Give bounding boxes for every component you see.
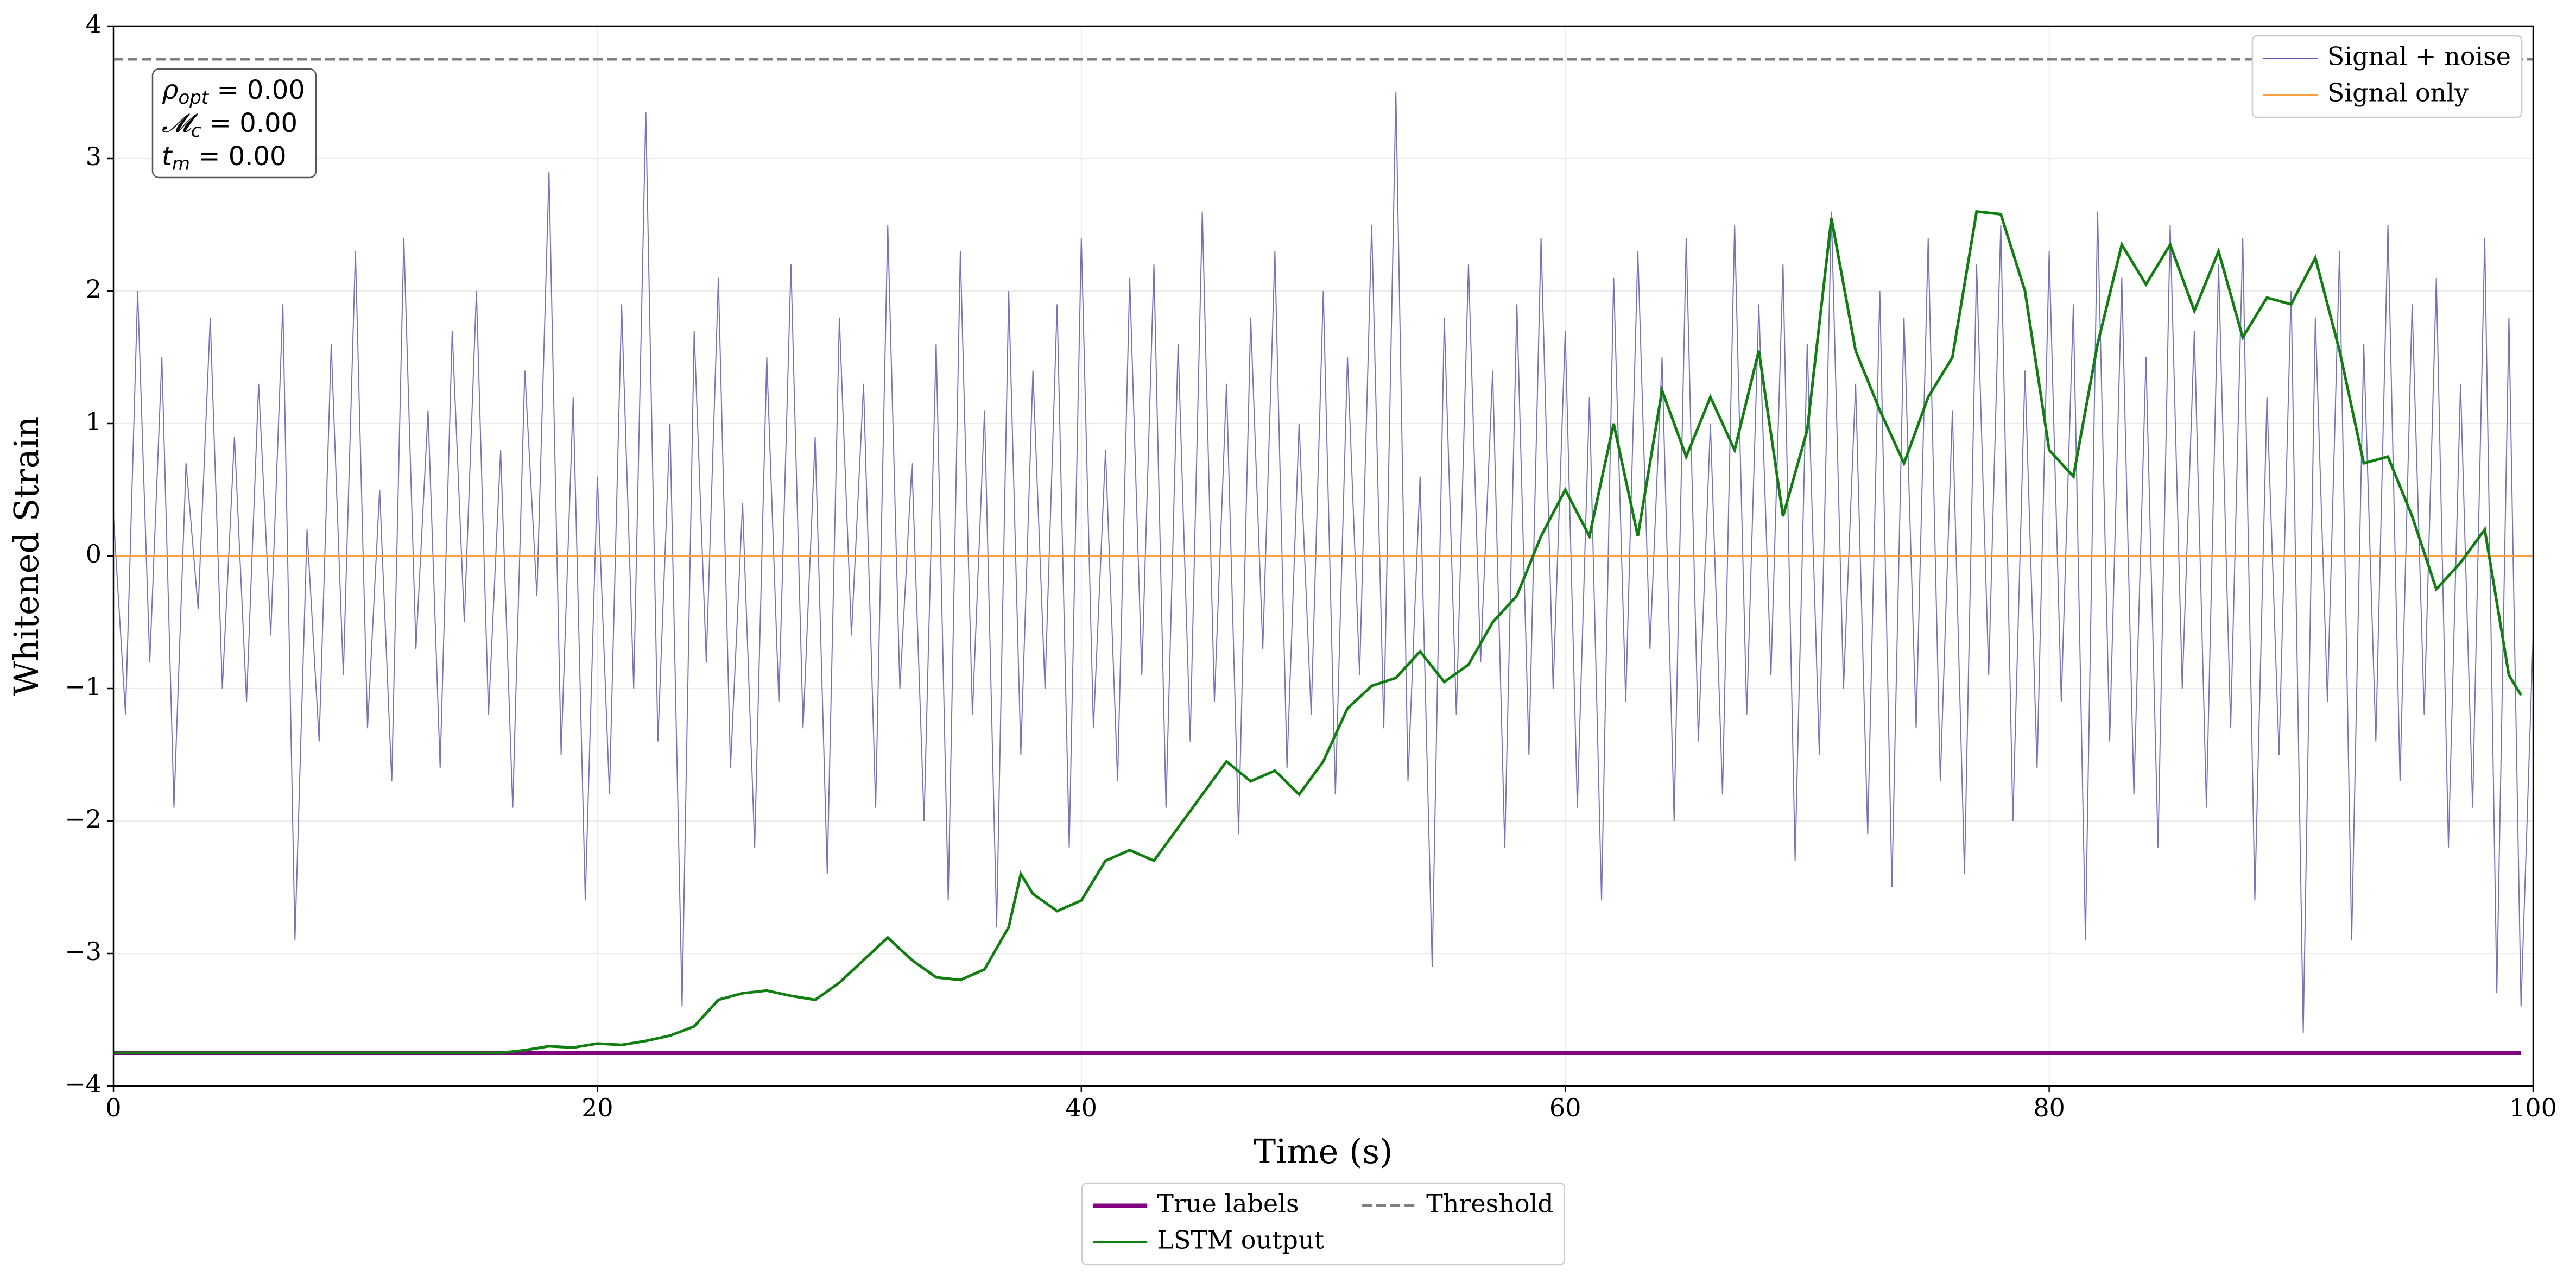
legend: Signal + noise Signal only <box>2251 35 2523 118</box>
legend: True labels LSTM output Threshold <box>1081 1182 1565 1266</box>
series-line <box>113 92 2533 1033</box>
annotation-text: = 0.00 <box>190 141 287 172</box>
y-axis-label: Whitened Strain <box>7 416 46 696</box>
y-tick-label: 3 <box>86 142 102 171</box>
x-tick-label: 40 <box>1066 1093 1098 1122</box>
annotation-text: = 0.00 <box>208 75 305 105</box>
annotation-subscript: opt <box>178 87 209 109</box>
legend-label: LSTM output <box>1157 1226 1324 1255</box>
annotation: ρopt = 0.00 <box>162 75 305 109</box>
legend-label: Signal + noise <box>2327 42 2511 71</box>
y-tick-label: 1 <box>86 407 102 436</box>
annotation-symbol: t <box>162 141 173 172</box>
series-line <box>113 210 2522 1054</box>
y-tick-label: −3 <box>65 937 102 966</box>
annotation-symbol: ρ <box>162 75 178 105</box>
y-tick-label: −1 <box>65 672 102 701</box>
annotation-subscript: m <box>172 153 190 175</box>
y-tick-label: −4 <box>65 1069 102 1098</box>
x-tick-label: 100 <box>2509 1093 2557 1122</box>
y-tick-label: 4 <box>86 9 102 39</box>
x-tick-label: 0 <box>105 1093 121 1122</box>
annotation-text: = 0.00 <box>201 108 298 138</box>
y-tick-label: −2 <box>65 804 102 833</box>
plot-frame <box>112 25 2534 1087</box>
y-tick-label: 0 <box>86 539 102 569</box>
x-tick-label: 80 <box>2033 1093 2065 1122</box>
x-tick-label: 20 <box>581 1093 613 1122</box>
annotation: tm = 0.00 <box>162 141 287 175</box>
legend-frame <box>1081 1182 1565 1266</box>
y-tick-label: 2 <box>86 274 102 304</box>
annotation-subscript: c <box>191 120 201 142</box>
legend-label: Signal only <box>2327 78 2469 108</box>
legend-frame <box>2251 35 2523 118</box>
x-axis-label: Time (s) <box>1254 1132 1393 1171</box>
annotation: 𝓜c = 0.00 <box>162 108 298 142</box>
legend-label: True labels <box>1157 1189 1299 1218</box>
annotation-frame <box>151 68 317 179</box>
legend-label: Threshold <box>1426 1189 1554 1218</box>
x-tick-label: 60 <box>1549 1093 1581 1122</box>
